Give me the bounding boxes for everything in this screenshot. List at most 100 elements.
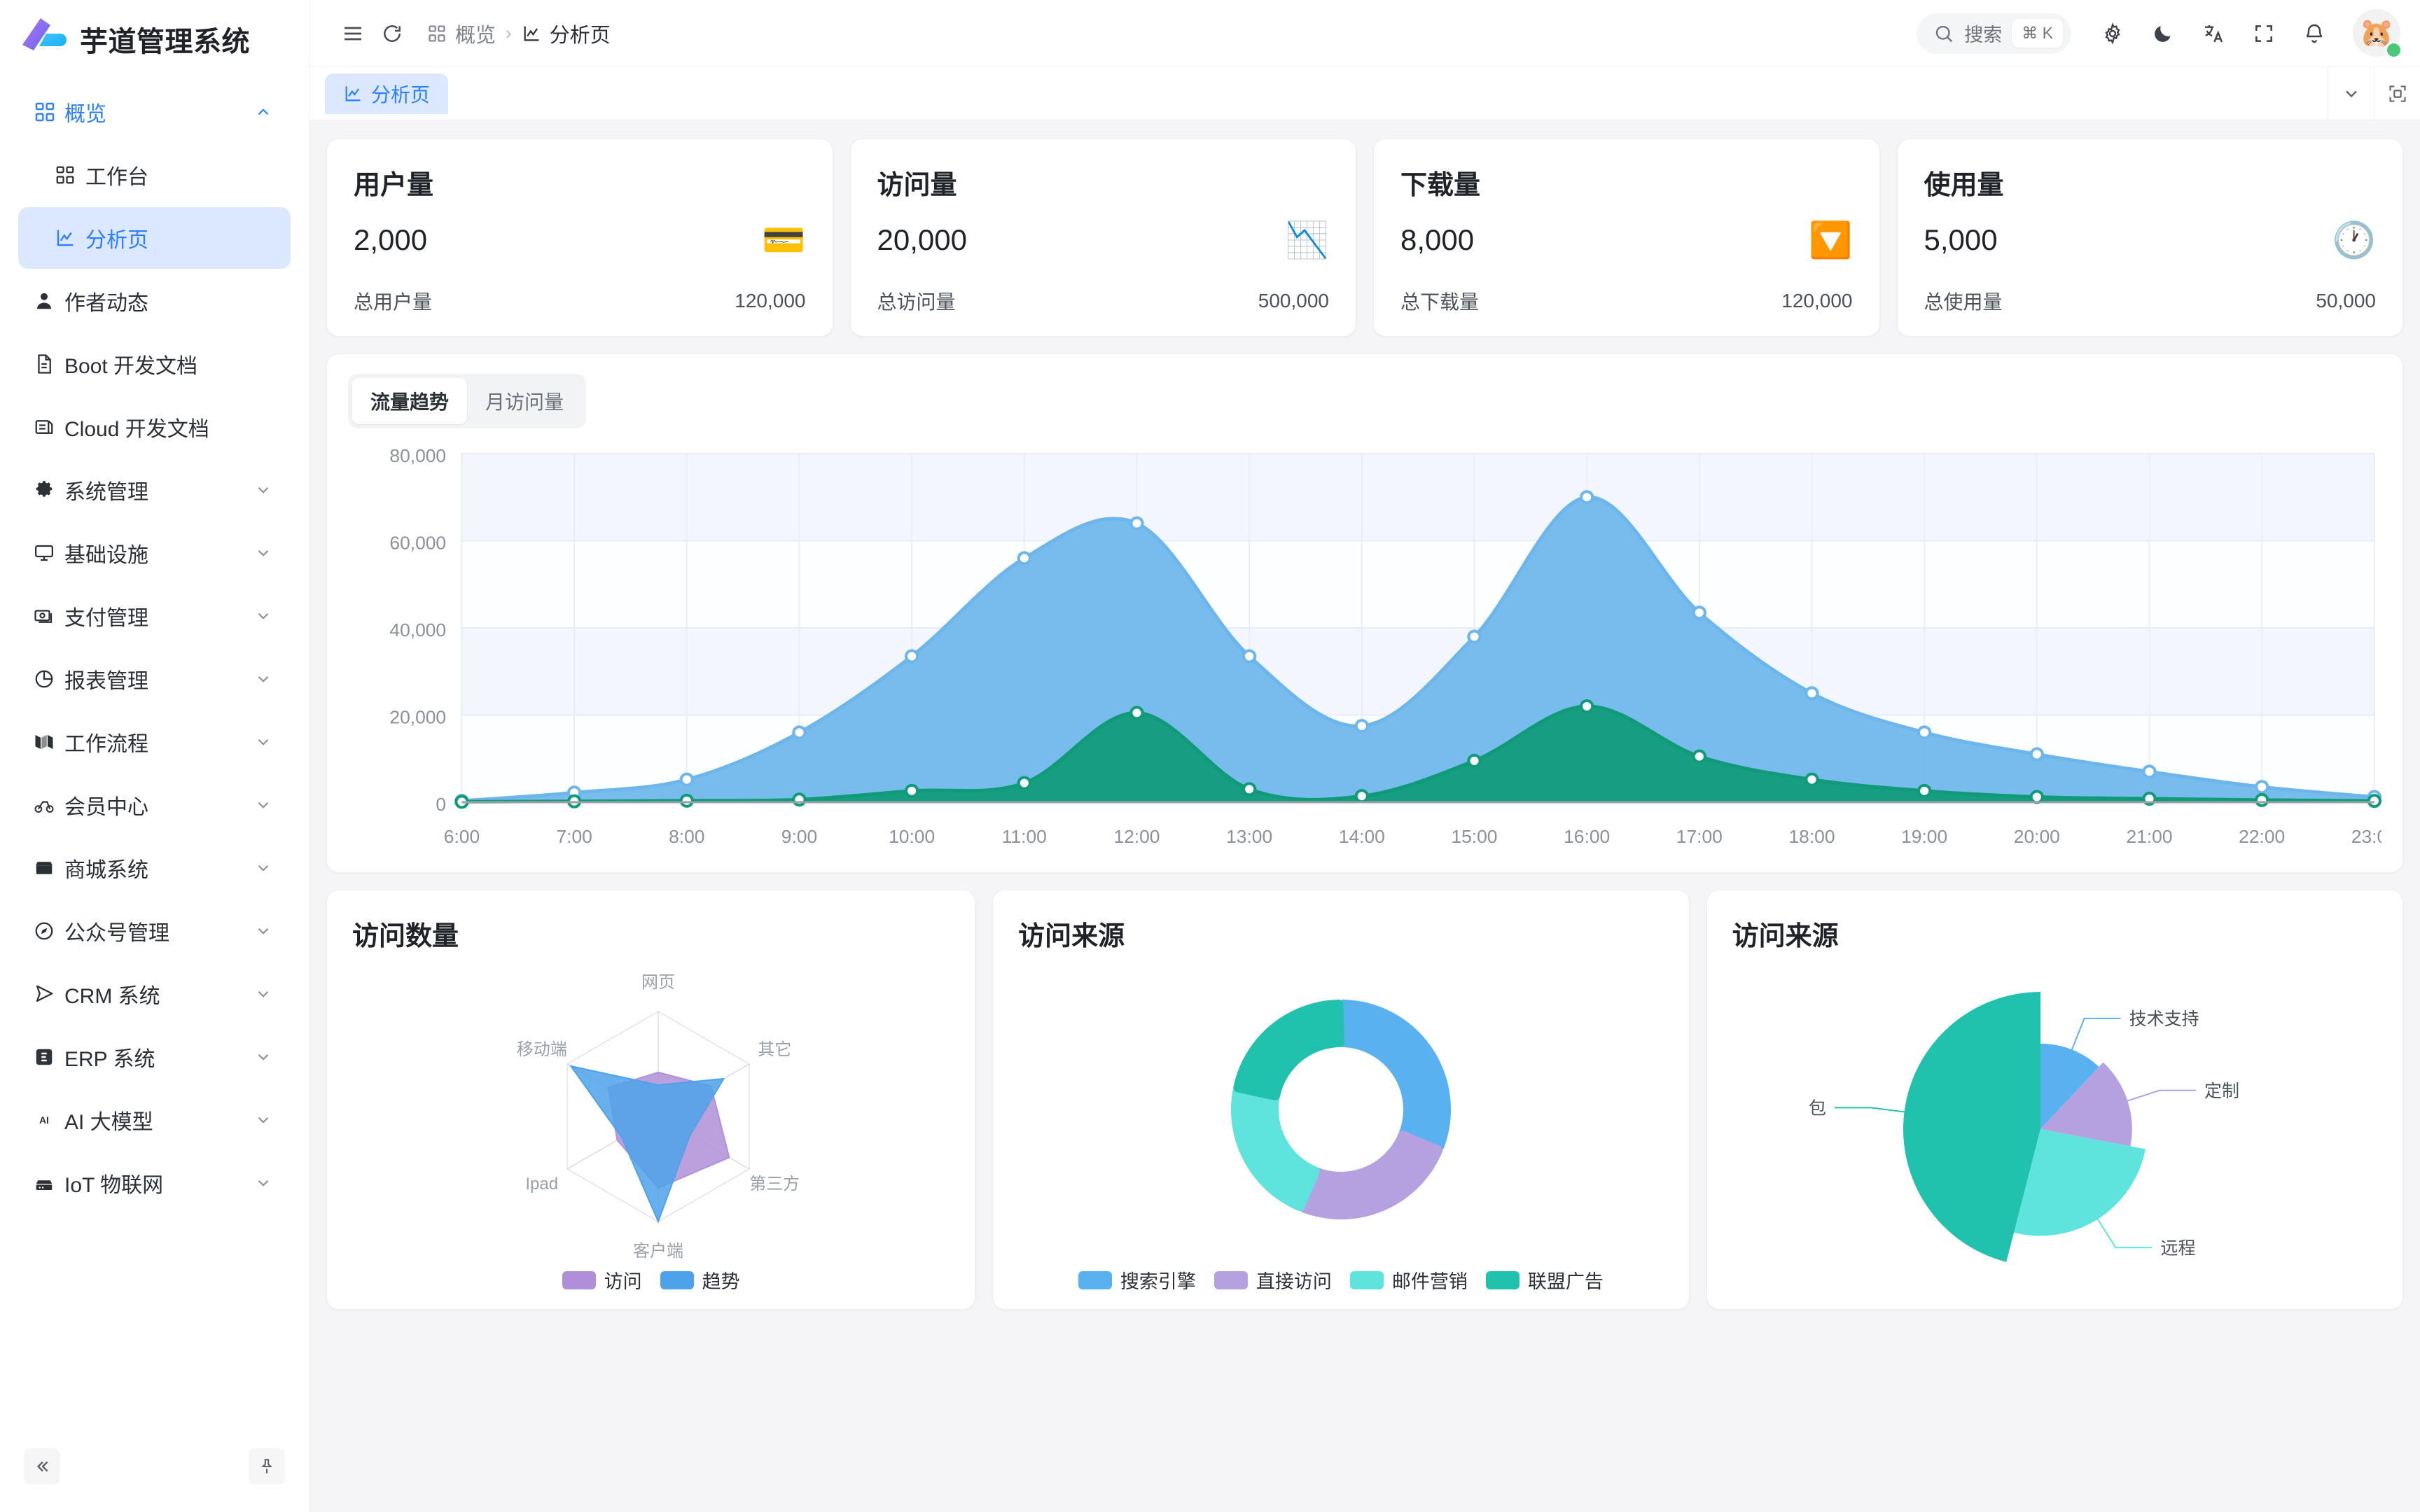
sidebar-item-iot[interactable]: IoT 物联网 (18, 1152, 291, 1214)
svg-text:网页: 网页 (641, 973, 675, 992)
moon-icon[interactable] (2141, 12, 2185, 55)
chevron-down-icon (251, 985, 275, 1003)
fullscreen-icon[interactable] (2242, 12, 2286, 55)
chevron-down-icon (251, 859, 275, 877)
sidebar-item-official-account[interactable]: 公众号管理 (18, 900, 291, 962)
search-input[interactable]: 搜索 ⌘ K (1917, 13, 2071, 54)
chevron-down-icon (251, 796, 275, 814)
svg-text:17:00: 17:00 (1676, 826, 1723, 847)
svg-text:21:00: 21:00 (2126, 826, 2172, 847)
sidebar-item-ai-model[interactable]: AI AI 大模型 (18, 1089, 291, 1151)
topbar: 概览 › 分析页 (310, 0, 2420, 67)
maximize-icon[interactable] (2374, 66, 2420, 120)
tabbar: 分析页 (310, 66, 2420, 120)
payment-icon (34, 606, 64, 626)
svg-text:19:00: 19:00 (1901, 826, 1947, 847)
topbar-actions: 搜索 ⌘ K (1917, 8, 2402, 59)
hamburger-icon[interactable] (333, 14, 373, 53)
chart-icon (343, 84, 363, 104)
svg-text:13:00: 13:00 (1226, 826, 1272, 847)
gear-icon[interactable] (2091, 12, 2134, 55)
avatar[interactable]: 🐹 (2353, 8, 2402, 59)
refresh-icon[interactable] (373, 14, 412, 53)
legend-item[interactable]: 趋势 (660, 1266, 740, 1294)
radar-card: 访问数量 网页 其它 第三方 客户端 Ipad 移动端 访问 趋势 (326, 890, 976, 1310)
donut-card: 访问来源 搜索引擎 直接访问 (992, 890, 1690, 1310)
area-chart: 0 20,000 40,000 60,000 80,000 6:00 7:00 8:00 9:0… (348, 444, 2381, 857)
clock-icon: 🕐 (2332, 220, 2376, 260)
sidebar-item-boot-docs[interactable]: Boot 开发文档 (18, 333, 291, 395)
stat-foot-value: 500,000 (1258, 290, 1329, 312)
sidebar-item-analysis[interactable]: 分析页 (18, 207, 291, 269)
sidebar-item-mall-system[interactable]: 商城系统 (18, 837, 291, 899)
sidebar-item-label: 商城系统 (64, 859, 148, 882)
sidebar-item-erp-system[interactable]: ERP 系统 (18, 1026, 291, 1088)
legend-swatch (1214, 1270, 1248, 1289)
svg-text:0: 0 (436, 794, 446, 815)
brand-title: 芋道管理系统 (80, 27, 250, 57)
main-area: 概览 › 分析页 (310, 0, 2420, 1512)
legend-item[interactable]: 邮件营销 (1349, 1266, 1468, 1294)
svg-text:8:00: 8:00 (669, 826, 704, 847)
sidebar-item-label: 分析页 (85, 229, 148, 252)
stat-card-usage: 使用量 5,000 🕐 总使用量 50,000 (1896, 139, 2403, 337)
stat-cards: 用户量 2,000 💳 总用户量 120,000 访问量 20,000 📉 (326, 139, 2403, 337)
trend-tab-monthly[interactable]: 月访问量 (485, 391, 564, 413)
sidebar-item-infrastructure[interactable]: 基础设施 (18, 522, 291, 584)
server-icon (34, 1172, 64, 1194)
panel-title: 访问数量 (352, 922, 459, 951)
translate-icon[interactable] (2192, 12, 2235, 55)
breadcrumb: 概览 › 分析页 (427, 19, 611, 48)
sidebar-menu: 概览 工作台 (0, 77, 309, 1435)
legend-item[interactable]: 联盟广告 (1485, 1266, 1604, 1294)
gear-icon (34, 479, 64, 500)
sidebar-item-label: 支付管理 (64, 607, 148, 630)
chevron-down-icon (251, 544, 275, 562)
legend-swatch (660, 1270, 694, 1289)
radar-legend: 访问 趋势 (352, 1266, 950, 1298)
sidebar-item-crm-system[interactable]: CRM 系统 (18, 963, 291, 1025)
legend-item[interactable]: 直接访问 (1214, 1266, 1332, 1294)
brand[interactable]: 芋道管理系统 (0, 0, 309, 77)
svg-text:16:00: 16:00 (1564, 826, 1610, 847)
breadcrumb-label: 分析页 (549, 24, 611, 47)
chevron-up-icon (251, 103, 275, 121)
svg-text:40,000: 40,000 (389, 620, 446, 640)
legend-label: 访问 (604, 1271, 642, 1292)
sidebar-item-cloud-docs[interactable]: Cloud 开发文档 (18, 396, 291, 458)
sidebar-group-overview[interactable]: 概览 (18, 81, 291, 143)
breadcrumb-item-overview[interactable]: 概览 (427, 19, 496, 48)
panel-title: 访问来源 (1018, 922, 1125, 951)
chevron-down-icon[interactable] (2328, 66, 2374, 120)
legend-swatch (1485, 1270, 1520, 1289)
breadcrumb-item-analysis[interactable]: 分析页 (522, 19, 611, 48)
sidebar-item-payment-management[interactable]: 支付管理 (18, 585, 291, 647)
trend-card: 流量趋势 月访问量 0 20,000 40,000 60,000 80,000 6:00 7… (326, 354, 2403, 873)
legend-swatch (1349, 1270, 1384, 1289)
credit-card-icon: 💳 (762, 220, 806, 260)
pie-chart-icon: 📉 (1285, 220, 1329, 260)
download-icon: 🔽 (1809, 220, 1853, 260)
legend-label: 直接访问 (1256, 1271, 1332, 1292)
radar-chart: 网页 其它 第三方 客户端 Ipad 移动端 (352, 953, 950, 1266)
trend-tab-traffic[interactable]: 流量趋势 (352, 378, 468, 424)
pin-icon[interactable] (249, 1448, 285, 1485)
sidebar-item-report-management[interactable]: 报表管理 (18, 648, 291, 710)
sidebar-item-system-management[interactable]: 系统管理 (18, 459, 291, 521)
svg-text:23:00: 23:00 (2351, 826, 2381, 847)
legend-item[interactable]: 搜索引擎 (1078, 1266, 1196, 1294)
tab-analysis[interactable]: 分析页 (325, 73, 449, 114)
bell-icon[interactable] (2293, 12, 2336, 55)
sidebar-item-member-center[interactable]: 会员中心 (18, 774, 291, 836)
chevron-down-icon (251, 1174, 275, 1192)
sidebar-item-author-news[interactable]: 作者动态 (18, 270, 291, 332)
svg-text:移动端: 移动端 (516, 1040, 566, 1059)
svg-text:60,000: 60,000 (389, 533, 446, 554)
sidebar-item-workflow[interactable]: 工作流程 (18, 711, 291, 773)
sidebar-item-workbench[interactable]: 工作台 (18, 144, 291, 206)
collapse-sidebar-button[interactable] (24, 1448, 60, 1485)
grid-icon (55, 164, 85, 186)
legend-item[interactable]: 访问 (562, 1266, 642, 1294)
svg-text:外包: 外包 (1809, 1098, 1826, 1118)
svg-text:22:00: 22:00 (2239, 826, 2285, 847)
